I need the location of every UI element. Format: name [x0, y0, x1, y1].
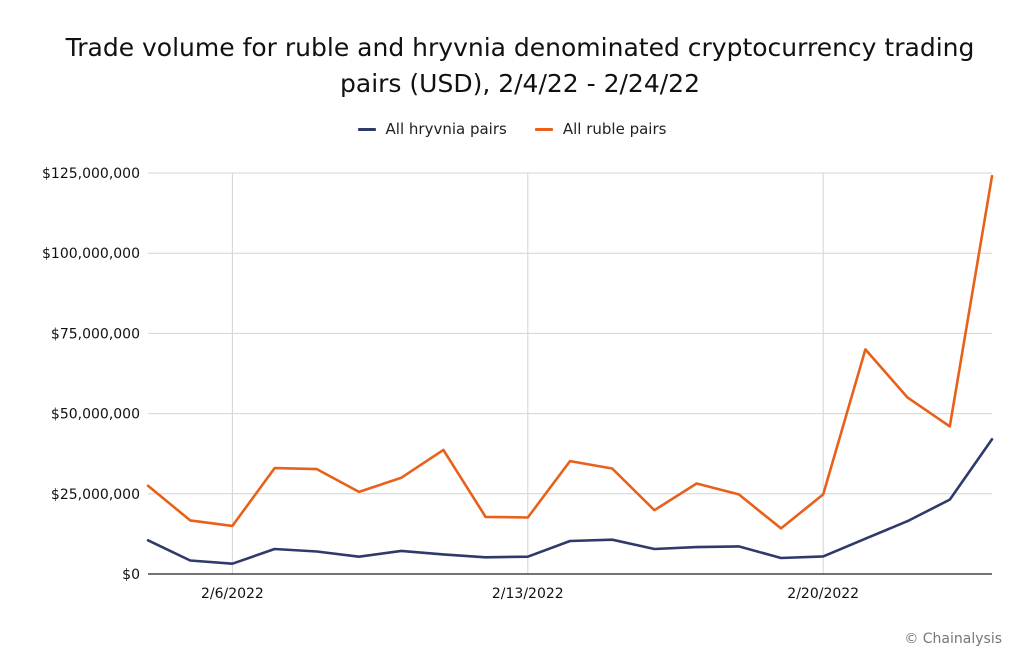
y-tick-label: $100,000,000 [42, 246, 140, 262]
copyright-notice: © Chainalysis [904, 631, 1002, 647]
legend-item-hryvnia: All hryvnia pairs [357, 120, 507, 138]
legend-item-ruble: All ruble pairs [534, 120, 667, 138]
y-tick-label: $25,000,000 [51, 487, 140, 503]
y-tick-label: $50,000,000 [51, 407, 140, 423]
y-tick-label: $75,000,000 [51, 326, 140, 342]
legend-label-hryvnia: All hryvnia pairs [385, 120, 507, 138]
series-line-ruble [146, 174, 994, 530]
chart-legend: All hryvnia pairs All ruble pairs [0, 120, 1024, 138]
chart-title-line-2: pairs (USD), 2/4/22 - 2/24/22 [340, 69, 700, 98]
series-line-hryvnia [146, 437, 994, 566]
x-tick-label: 2/13/2022 [492, 586, 564, 602]
legend-swatch-hryvnia [357, 127, 376, 131]
chart-title: Trade volume for ruble and hryvnia denom… [40, 30, 1000, 102]
x-tick-label: 2/20/2022 [787, 586, 859, 602]
chart-title-line-1: Trade volume for ruble and hryvnia denom… [65, 33, 975, 62]
x-tick-label: 2/6/2022 [201, 586, 264, 602]
y-tick-label: $125,000,000 [42, 166, 140, 182]
legend-label-ruble: All ruble pairs [562, 120, 667, 138]
legend-swatch-ruble [534, 127, 553, 131]
y-tick-label: $0 [122, 567, 140, 583]
